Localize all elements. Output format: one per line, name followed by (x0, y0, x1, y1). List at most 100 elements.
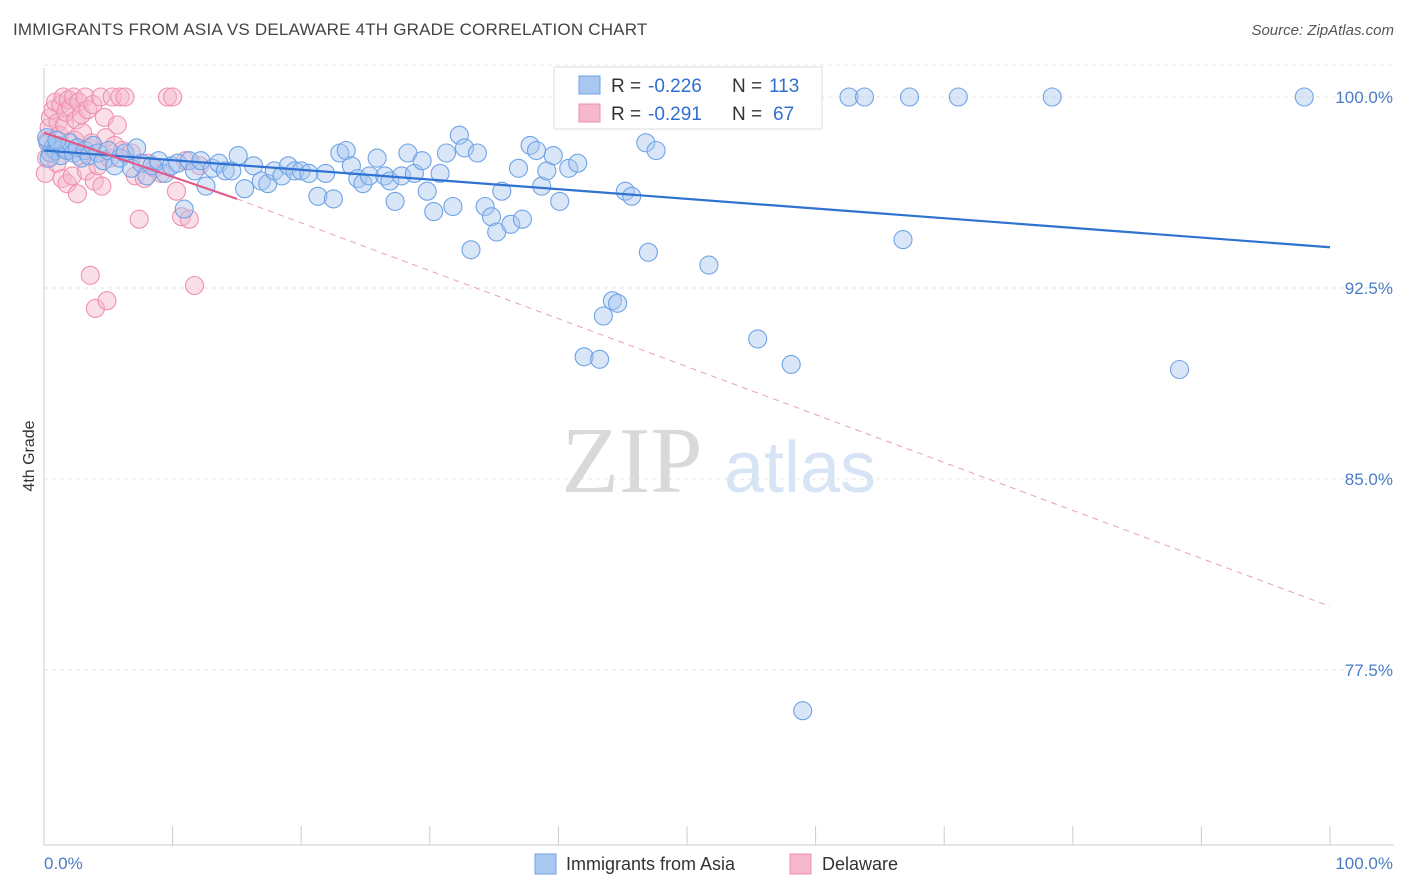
trend-line-asia (43, 149, 1331, 249)
point-delaware (97, 291, 117, 311)
point-delaware (92, 176, 112, 196)
point-delaware (179, 209, 199, 229)
point-asia (467, 143, 487, 163)
point-asia (174, 199, 194, 219)
point-asia (793, 701, 813, 721)
point-asia (1294, 87, 1314, 107)
point-delaware (107, 115, 127, 135)
point-asia (316, 163, 336, 183)
point-asia (228, 146, 248, 166)
point-delaware (62, 166, 82, 186)
legend-swatch-asia (534, 853, 557, 875)
point-delaware (80, 265, 100, 285)
point-asia (336, 140, 356, 161)
legend-label-asia: Immigrants from Asia (566, 854, 736, 874)
stats-r-label: R = (611, 76, 641, 97)
point-asia (839, 87, 859, 107)
point-asia (948, 87, 968, 107)
point-asia (1169, 359, 1190, 380)
point-asia (168, 153, 188, 173)
point-asia (781, 354, 801, 374)
y-tick-labels: 77.5% 85.0% 92.5% 100.0% (1335, 88, 1393, 680)
legend: Immigrants from Asia Delaware (534, 853, 898, 875)
point-asia (481, 207, 502, 227)
stats-swatch-delaware (578, 103, 601, 123)
stats-n-value-asia: 113 (769, 76, 799, 97)
point-asia (417, 181, 437, 201)
point-asia (512, 209, 532, 229)
point-delaware (85, 298, 105, 318)
point-asia (424, 202, 444, 222)
point-asia (568, 153, 588, 173)
point-asia (590, 349, 610, 369)
point-asia (272, 166, 292, 186)
axes (43, 68, 1394, 846)
point-delaware (163, 87, 183, 107)
point-asia (235, 179, 255, 199)
point-asia (699, 255, 719, 275)
stats-n-label: N = (732, 76, 762, 97)
y-tick-label: 100.0% (1335, 88, 1393, 107)
legend-label-delaware: Delaware (822, 854, 898, 874)
x-tick-label: 0.0% (44, 854, 83, 873)
point-asia (501, 214, 521, 234)
point-asia (39, 148, 59, 168)
point-asia (341, 156, 361, 176)
y-tick-label: 85.0% (1345, 470, 1393, 489)
point-asia (526, 140, 547, 161)
point-asia (574, 347, 594, 367)
point-asia (615, 181, 635, 201)
y-tick-label: 77.5% (1345, 661, 1393, 680)
point-asia (646, 140, 666, 161)
point-delaware (110, 87, 130, 107)
point-asia (412, 151, 432, 171)
point-asia (1042, 87, 1062, 107)
point-asia (593, 306, 613, 326)
point-delaware (91, 87, 111, 107)
point-asia (323, 189, 343, 209)
watermark-zip: ZIP (562, 409, 703, 513)
point-delaware (67, 184, 87, 204)
stats-n-value-delaware: 67 (773, 104, 794, 125)
point-delaware (172, 207, 192, 227)
point-asia (492, 181, 512, 201)
x-tick-labels: 0.0% 100.0% (44, 854, 1393, 873)
point-delaware (76, 161, 96, 181)
point-asia (436, 143, 457, 163)
trend-lines (43, 131, 1331, 607)
point-asia (385, 191, 405, 211)
source-label: Source: ZipAtlas.com (1251, 22, 1394, 39)
point-delaware (83, 95, 103, 115)
point-delaware (184, 275, 205, 296)
point-delaware (78, 100, 98, 120)
point-asia (608, 293, 628, 313)
y-tick-label: 92.5% (1345, 279, 1393, 298)
stats-box: R = -0.226 N = 113 R = -0.291 N = 67 (553, 66, 823, 130)
point-delaware (157, 87, 178, 107)
point-asia (215, 161, 235, 181)
point-asia (543, 146, 563, 166)
chart-title: IMMIGRANTS FROM ASIA VS DELAWARE 4TH GRA… (13, 20, 648, 39)
stats-r-label: R = (611, 104, 641, 125)
x-tick-label: 100.0% (1335, 854, 1393, 873)
point-asia (636, 133, 656, 153)
point-asia (299, 163, 319, 183)
point-asia (443, 196, 463, 217)
point-asia (449, 125, 469, 145)
watermark-atlas: atlas (724, 428, 876, 508)
point-asia (602, 291, 622, 311)
point-asia (461, 240, 481, 260)
point-asia (893, 230, 913, 250)
point-asia (559, 158, 579, 178)
watermark: ZIP atlas (562, 409, 877, 513)
point-asia (638, 242, 658, 262)
point-delaware (129, 209, 149, 229)
trend-line-delaware-extension (236, 198, 1331, 607)
series-immigrants-from-asia (37, 87, 1314, 721)
point-asia (550, 191, 570, 211)
point-asia (899, 87, 920, 107)
point-asia (308, 186, 328, 206)
point-asia (854, 87, 875, 107)
point-asia (454, 138, 475, 158)
